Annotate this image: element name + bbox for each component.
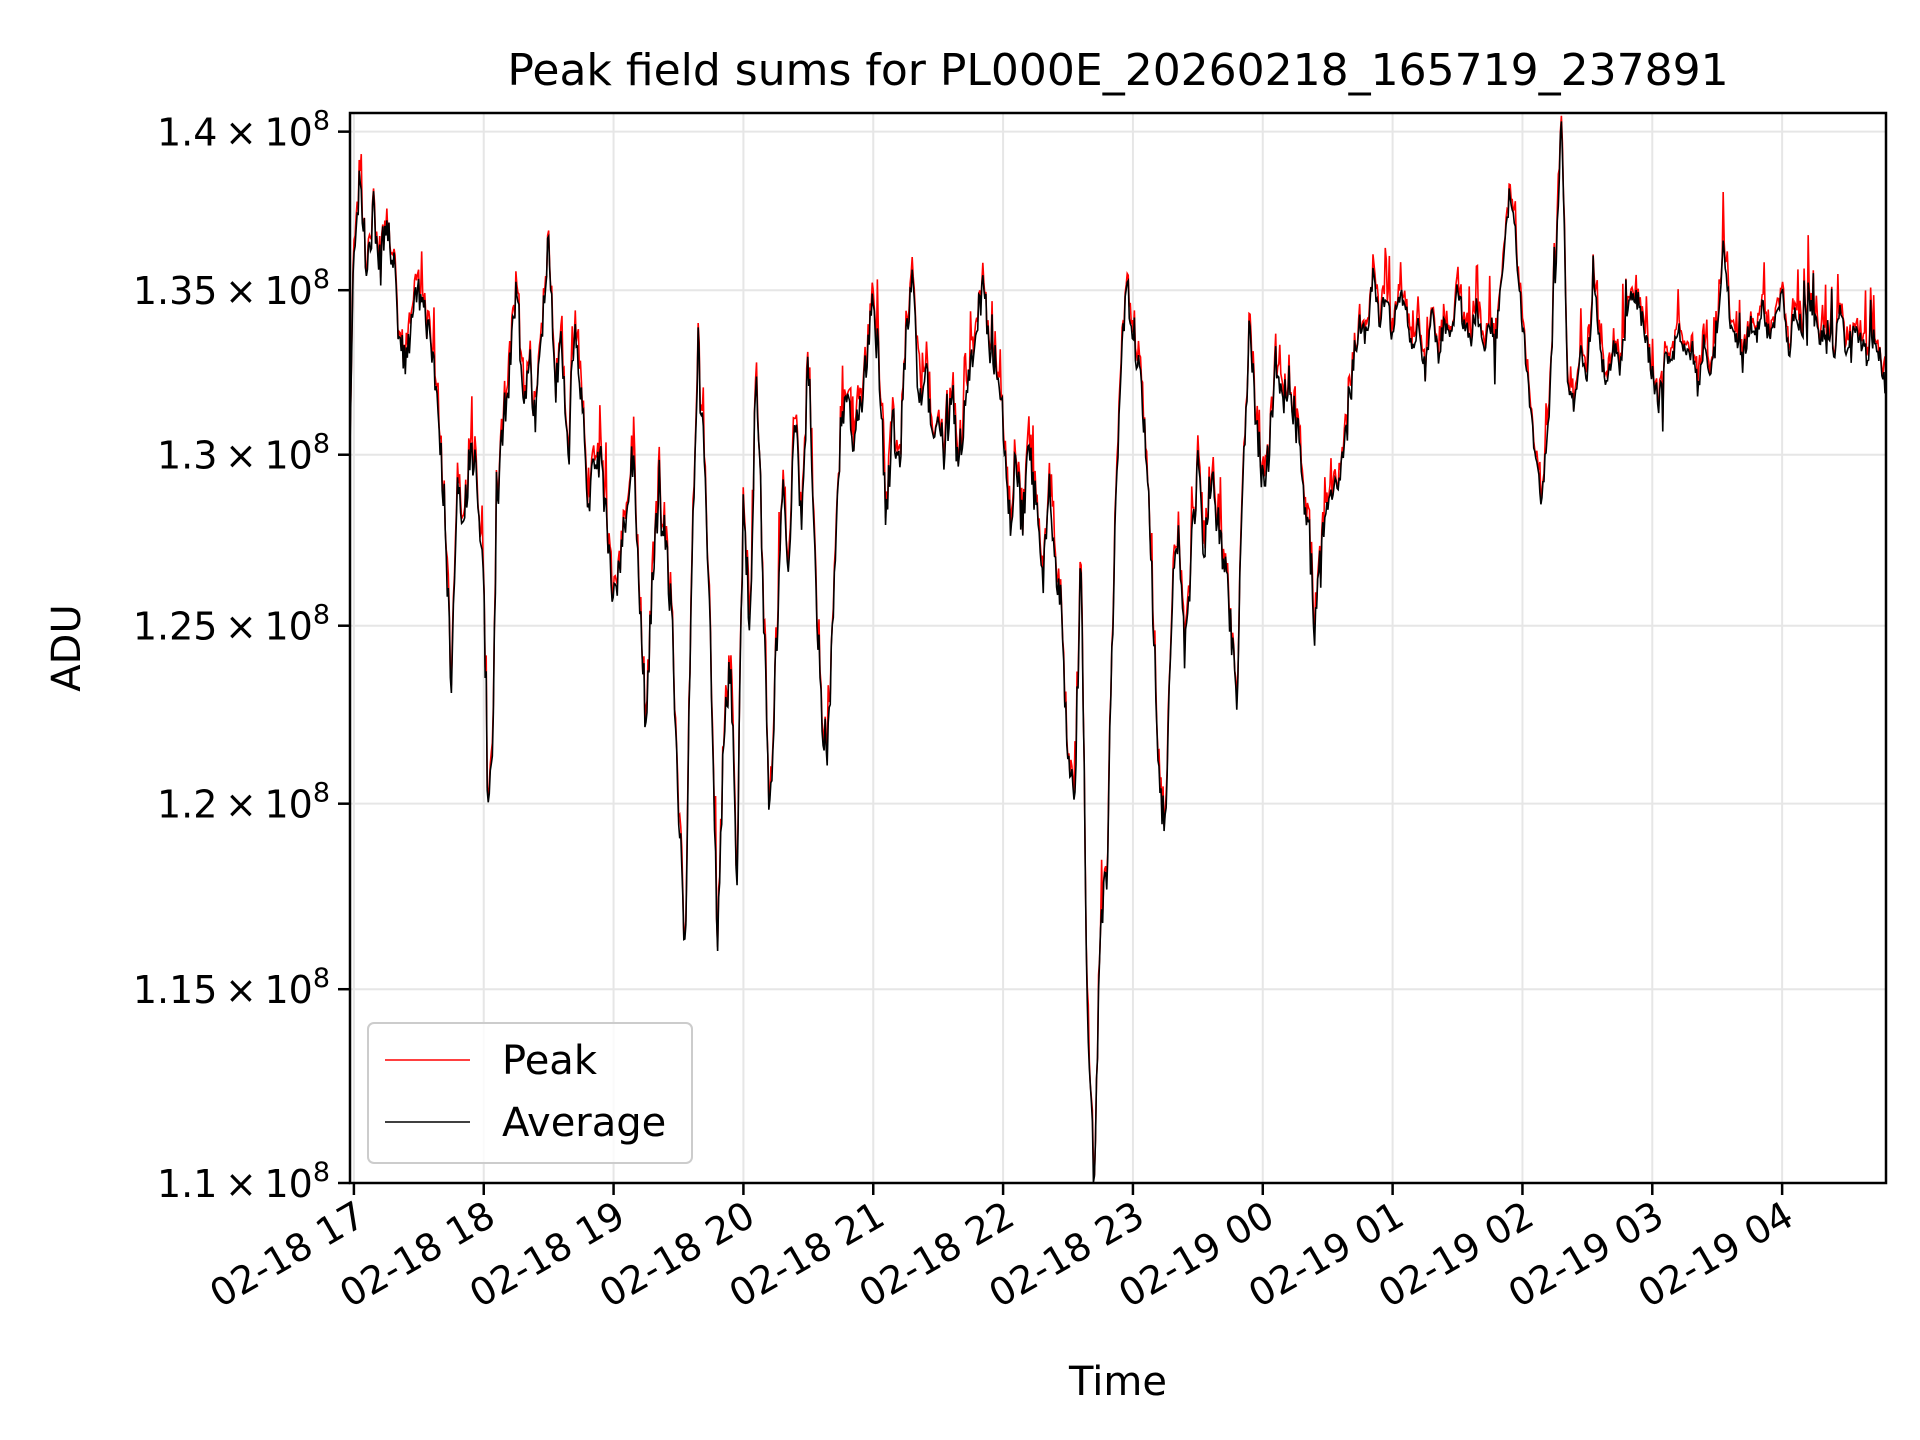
legend-label-average: Average	[502, 1100, 666, 1146]
legend-label-peak: Peak	[502, 1038, 598, 1084]
y-axis-ticks: 1.1 × 108 1.15 × 108 1.2 × 108 1.25 × 108 1.…	[133, 106, 350, 1206]
y-tick-label: 1.1 × 108	[157, 1157, 330, 1206]
legend: Peak Average	[367, 1022, 693, 1164]
y-tick-label: 1.4 × 108	[157, 106, 330, 155]
y-tick-label: 1.3 × 108	[157, 429, 330, 478]
grid-lines	[350, 113, 1886, 1184]
chart-title: Peak field sums for PL000E_20260218_1657…	[507, 45, 1728, 96]
y-tick-label: 1.15 × 108	[133, 963, 330, 1012]
y-axis-label: ADU	[44, 604, 90, 691]
series-line-average	[349, 121, 1887, 1183]
y-tick-label: 1.2 × 108	[157, 778, 330, 827]
plot-area-frame	[348, 111, 1888, 1185]
y-tick-label: 1.25 × 108	[133, 600, 330, 649]
x-axis-label: Time	[1068, 1359, 1167, 1405]
legend-box	[367, 1022, 693, 1164]
y-tick-label: 1.35 × 108	[133, 264, 330, 313]
series-lines	[349, 115, 1887, 1183]
